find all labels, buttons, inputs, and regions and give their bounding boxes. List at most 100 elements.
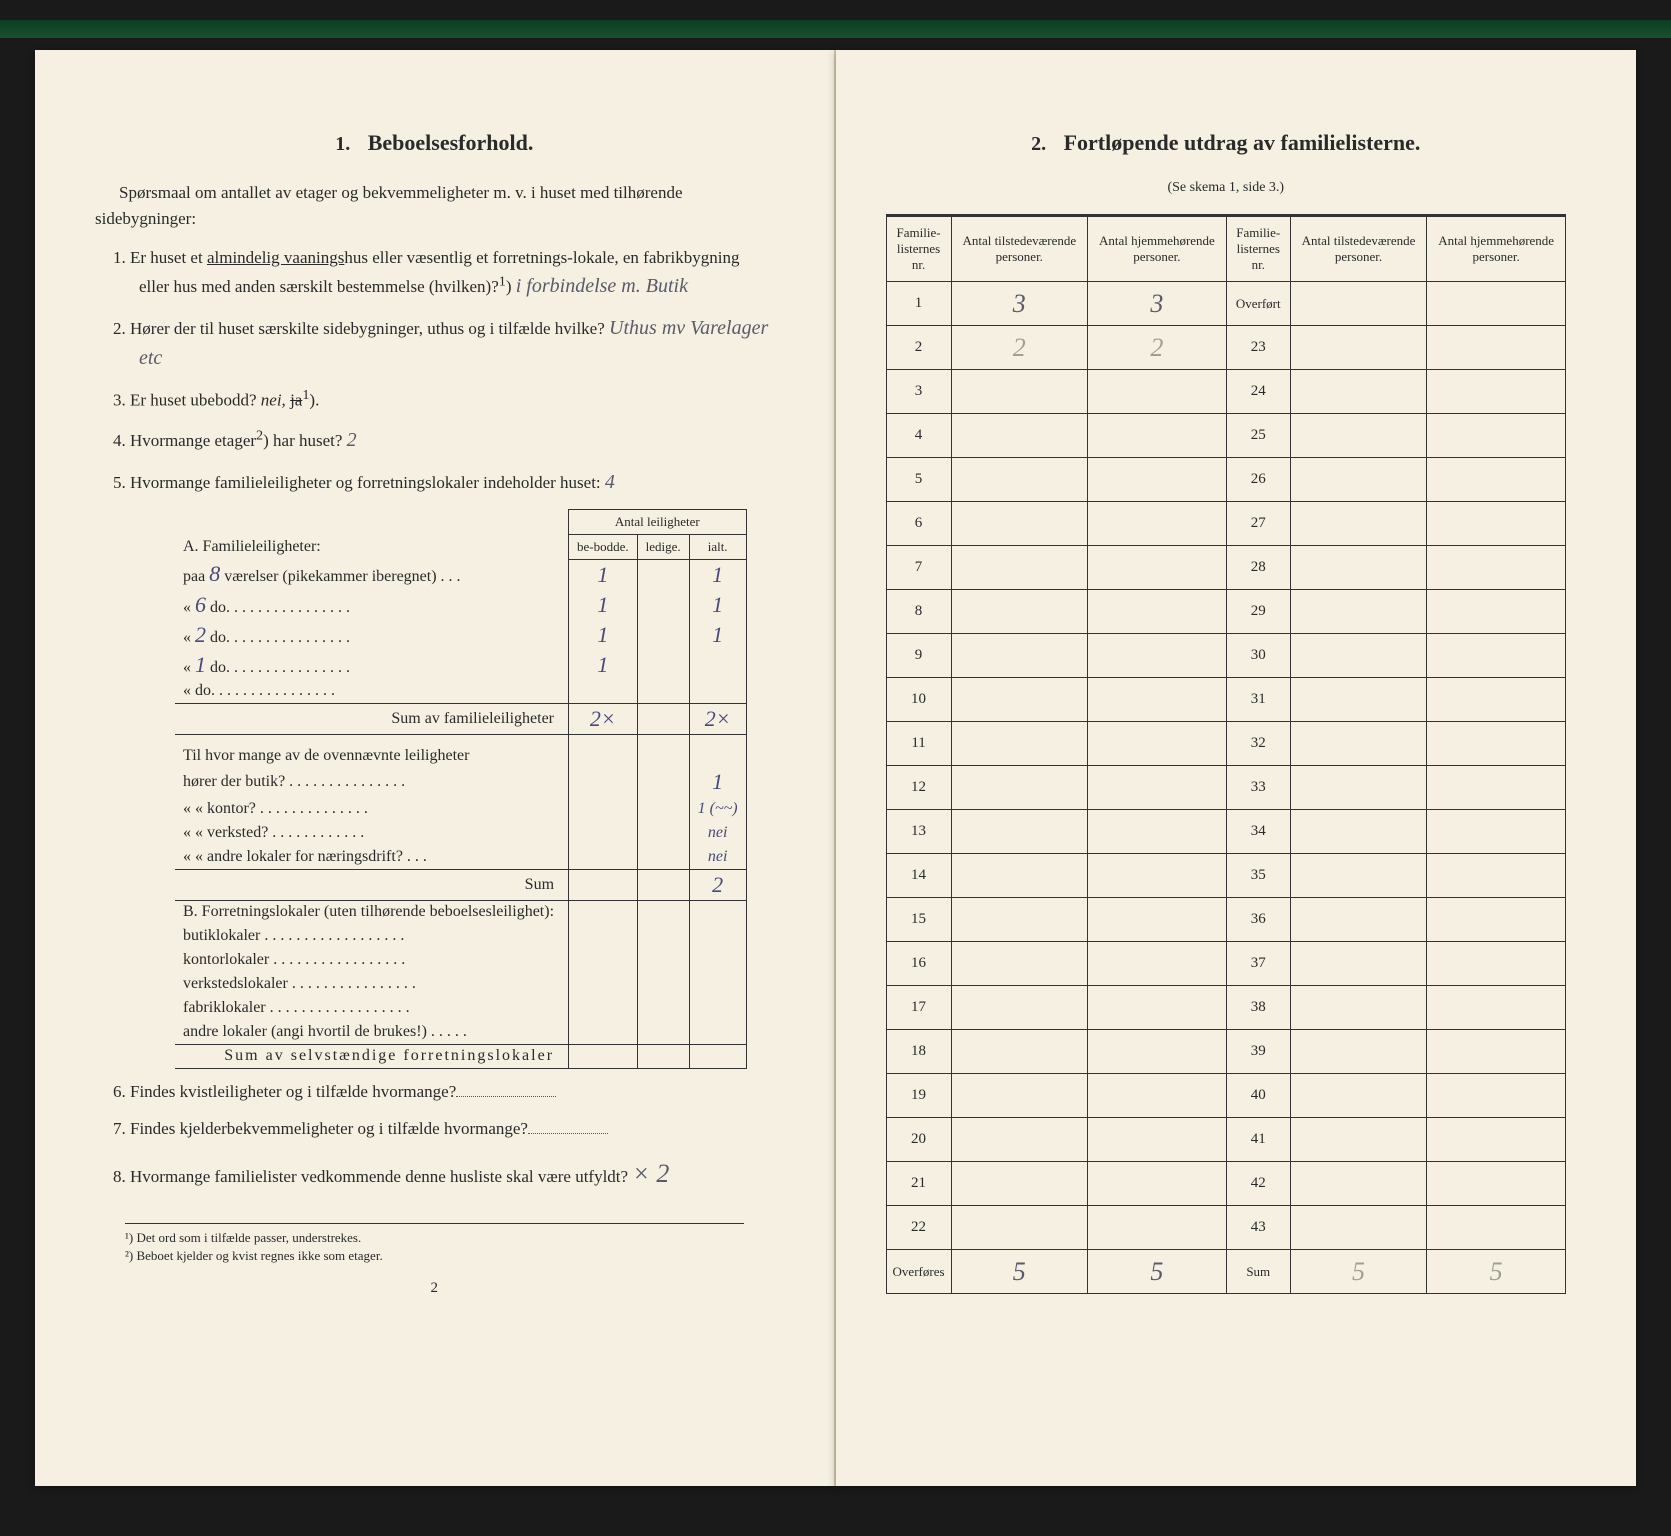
fam-row-4: 5 26 bbox=[886, 458, 1565, 502]
fam-row-19: 2041 bbox=[886, 1118, 1565, 1162]
fam-r4-n2: 26 bbox=[1226, 458, 1290, 502]
q7: 7. Findes kjelderbekvemmeligheter og i t… bbox=[95, 1116, 774, 1142]
rowA1-label: do. . . . . . . . . . . . . . . . bbox=[206, 599, 350, 616]
fam-r19-a2 bbox=[1290, 1118, 1427, 1162]
fam-r11-b1 bbox=[1088, 766, 1227, 810]
fam-r8-n1: 9 bbox=[886, 634, 951, 678]
rowA1-i: 1 bbox=[712, 592, 723, 617]
left-section-title: 1. Beboelsesforhold. bbox=[95, 130, 774, 156]
fam-r8-b1 bbox=[1088, 634, 1227, 678]
page-left: 1. Beboelsesforhold. Spørsmaal om antall… bbox=[35, 50, 836, 1486]
fam-r1-a1: 2 bbox=[951, 326, 1088, 370]
fam-r21-n1: 22 bbox=[886, 1206, 951, 1250]
fam-row-13: 1435 bbox=[886, 854, 1565, 898]
fam-r15-a2 bbox=[1290, 942, 1427, 986]
fam-r2-n2: 24 bbox=[1226, 370, 1290, 414]
fam-r3-n1: 4 bbox=[886, 414, 951, 458]
rowB3: fabriklokaler . . . . . . . . . . . . . … bbox=[175, 996, 569, 1020]
fam-r10-b1 bbox=[1088, 722, 1227, 766]
fam-r12-n2: 34 bbox=[1226, 810, 1290, 854]
rowB-2: verkstedslokaler . . . . . . . . . . . .… bbox=[175, 972, 746, 996]
fam-r18-a1 bbox=[951, 1074, 1088, 1118]
fam-row-21: 2243 bbox=[886, 1206, 1565, 1250]
fam-r13-a2 bbox=[1290, 854, 1427, 898]
rowA3-pre: « bbox=[183, 659, 195, 676]
fam-row-18: 1940 bbox=[886, 1074, 1565, 1118]
fam-r19-b2 bbox=[1427, 1118, 1566, 1162]
rowA3-b: 1 bbox=[597, 652, 608, 677]
fam-r7-b2 bbox=[1427, 590, 1566, 634]
fam-r17-a2 bbox=[1290, 1030, 1427, 1074]
fam-r16-n1: 17 bbox=[886, 986, 951, 1030]
fam-r11-n2: 33 bbox=[1226, 766, 1290, 810]
fam-r10-a1 bbox=[951, 722, 1088, 766]
fam-r7-a2 bbox=[1290, 590, 1427, 634]
fam-row-3: 425 bbox=[886, 414, 1565, 458]
right-subtitle: (Se skema 1, side 3.) bbox=[886, 180, 1566, 196]
q5-num: 5. bbox=[113, 473, 126, 492]
fam-r16-n2: 38 bbox=[1226, 986, 1290, 1030]
fam-r8-a1 bbox=[951, 634, 1088, 678]
section-b-label: B. Forretningslokaler (uten tilhørende b… bbox=[175, 900, 569, 924]
famh-3: Familie-listernes nr. bbox=[1226, 217, 1290, 282]
rowA2-i: 1 bbox=[712, 622, 723, 647]
q8: 8. Hvormange familielister vedkommende d… bbox=[95, 1154, 774, 1193]
midQ-intro: Til hvor mange av de ovennævnte leilighe… bbox=[175, 735, 569, 768]
q2: 2. Hører der til huset særskilte sidebyg… bbox=[95, 313, 774, 373]
fam-r7-n1: 8 bbox=[886, 590, 951, 634]
fam-r3-a1 bbox=[951, 414, 1088, 458]
fam-r1-b2 bbox=[1427, 326, 1566, 370]
fam-r1-a2 bbox=[1290, 326, 1427, 370]
famh-2: Antal hjemmehørende personer. bbox=[1088, 217, 1227, 282]
fam-r6-a2 bbox=[1290, 546, 1427, 590]
sumA-i: 2× bbox=[705, 706, 731, 731]
fam-r0-n2: Overført bbox=[1226, 282, 1290, 326]
rowA1-b: 1 bbox=[597, 592, 608, 617]
left-section-title-text: Beboelsesforhold. bbox=[368, 130, 534, 155]
fam-r14-b1 bbox=[1088, 898, 1227, 942]
fam-row-15: 1637 bbox=[886, 942, 1565, 986]
fam-r17-b1 bbox=[1088, 1030, 1227, 1074]
midQ1-label: « « kontor? . . . . . . . . . . . . . . bbox=[175, 797, 569, 821]
fam-r6-a1 bbox=[951, 546, 1088, 590]
sumB-label: Sum av selvstændige forretningslokaler bbox=[224, 1047, 554, 1064]
q3-num: 3. bbox=[113, 390, 126, 409]
fam-r10-a2 bbox=[1290, 722, 1427, 766]
q4-num: 4. bbox=[113, 431, 126, 450]
q8-num: 8. bbox=[113, 1167, 126, 1186]
q7-blank bbox=[528, 1133, 608, 1134]
fam-r10-n1: 11 bbox=[886, 722, 951, 766]
rowA0-b: 1 bbox=[597, 562, 608, 587]
intro-text: Spørsmaal om antallet av etager og bekve… bbox=[95, 180, 774, 231]
rowB0: butiklokaler . . . . . . . . . . . . . .… bbox=[175, 924, 569, 948]
fam-r21-b1 bbox=[1088, 1206, 1227, 1250]
fam-r4-n1: 5 bbox=[886, 458, 951, 502]
fam-r13-n2: 35 bbox=[1226, 854, 1290, 898]
fam-footer-row: Overføres 5 5 Sum 5 5 bbox=[886, 1250, 1565, 1294]
famf-a2: 5 bbox=[1352, 1257, 1365, 1286]
famf-b1: 5 bbox=[1150, 1257, 1163, 1286]
midQ-0: hører der butik? . . . . . . . . . . . .… bbox=[175, 767, 746, 797]
fam-r12-n1: 13 bbox=[886, 810, 951, 854]
fam-r5-n1: 6 bbox=[886, 502, 951, 546]
famh-5: Antal hjemmehørende personer. bbox=[1427, 217, 1566, 282]
fam-r17-b2 bbox=[1427, 1030, 1566, 1074]
rowA4-label: do. . . . . . . . . . . . . . . . bbox=[195, 682, 335, 699]
q3-nei: nei, bbox=[261, 390, 286, 409]
famh-1: Antal tilstedeværende personer. bbox=[951, 217, 1088, 282]
rowA3-hw: 1 bbox=[195, 652, 206, 677]
fam-r2-b1 bbox=[1088, 370, 1227, 414]
midQ0-label: hører der butik? . . . . . . . . . . . .… bbox=[175, 767, 569, 797]
fam-r11-a2 bbox=[1290, 766, 1427, 810]
fam-r12-b2 bbox=[1427, 810, 1566, 854]
rowA0-hw: 8 bbox=[209, 561, 220, 586]
fam-r20-a1 bbox=[951, 1162, 1088, 1206]
fam-r5-n2: 27 bbox=[1226, 502, 1290, 546]
q8-text: Hvormange familielister vedkommende denn… bbox=[130, 1167, 628, 1186]
leil-header: Antal leiligheter bbox=[569, 509, 747, 534]
midQ2-label: « « verksted? . . . . . . . . . . . . bbox=[175, 821, 569, 845]
fam-r20-b1 bbox=[1088, 1162, 1227, 1206]
fam-r0-b2 bbox=[1427, 282, 1566, 326]
sumA-label: Sum av familieleiligheter bbox=[175, 704, 569, 735]
q2-text: Hører der til huset særskilte sidebygnin… bbox=[130, 319, 605, 338]
